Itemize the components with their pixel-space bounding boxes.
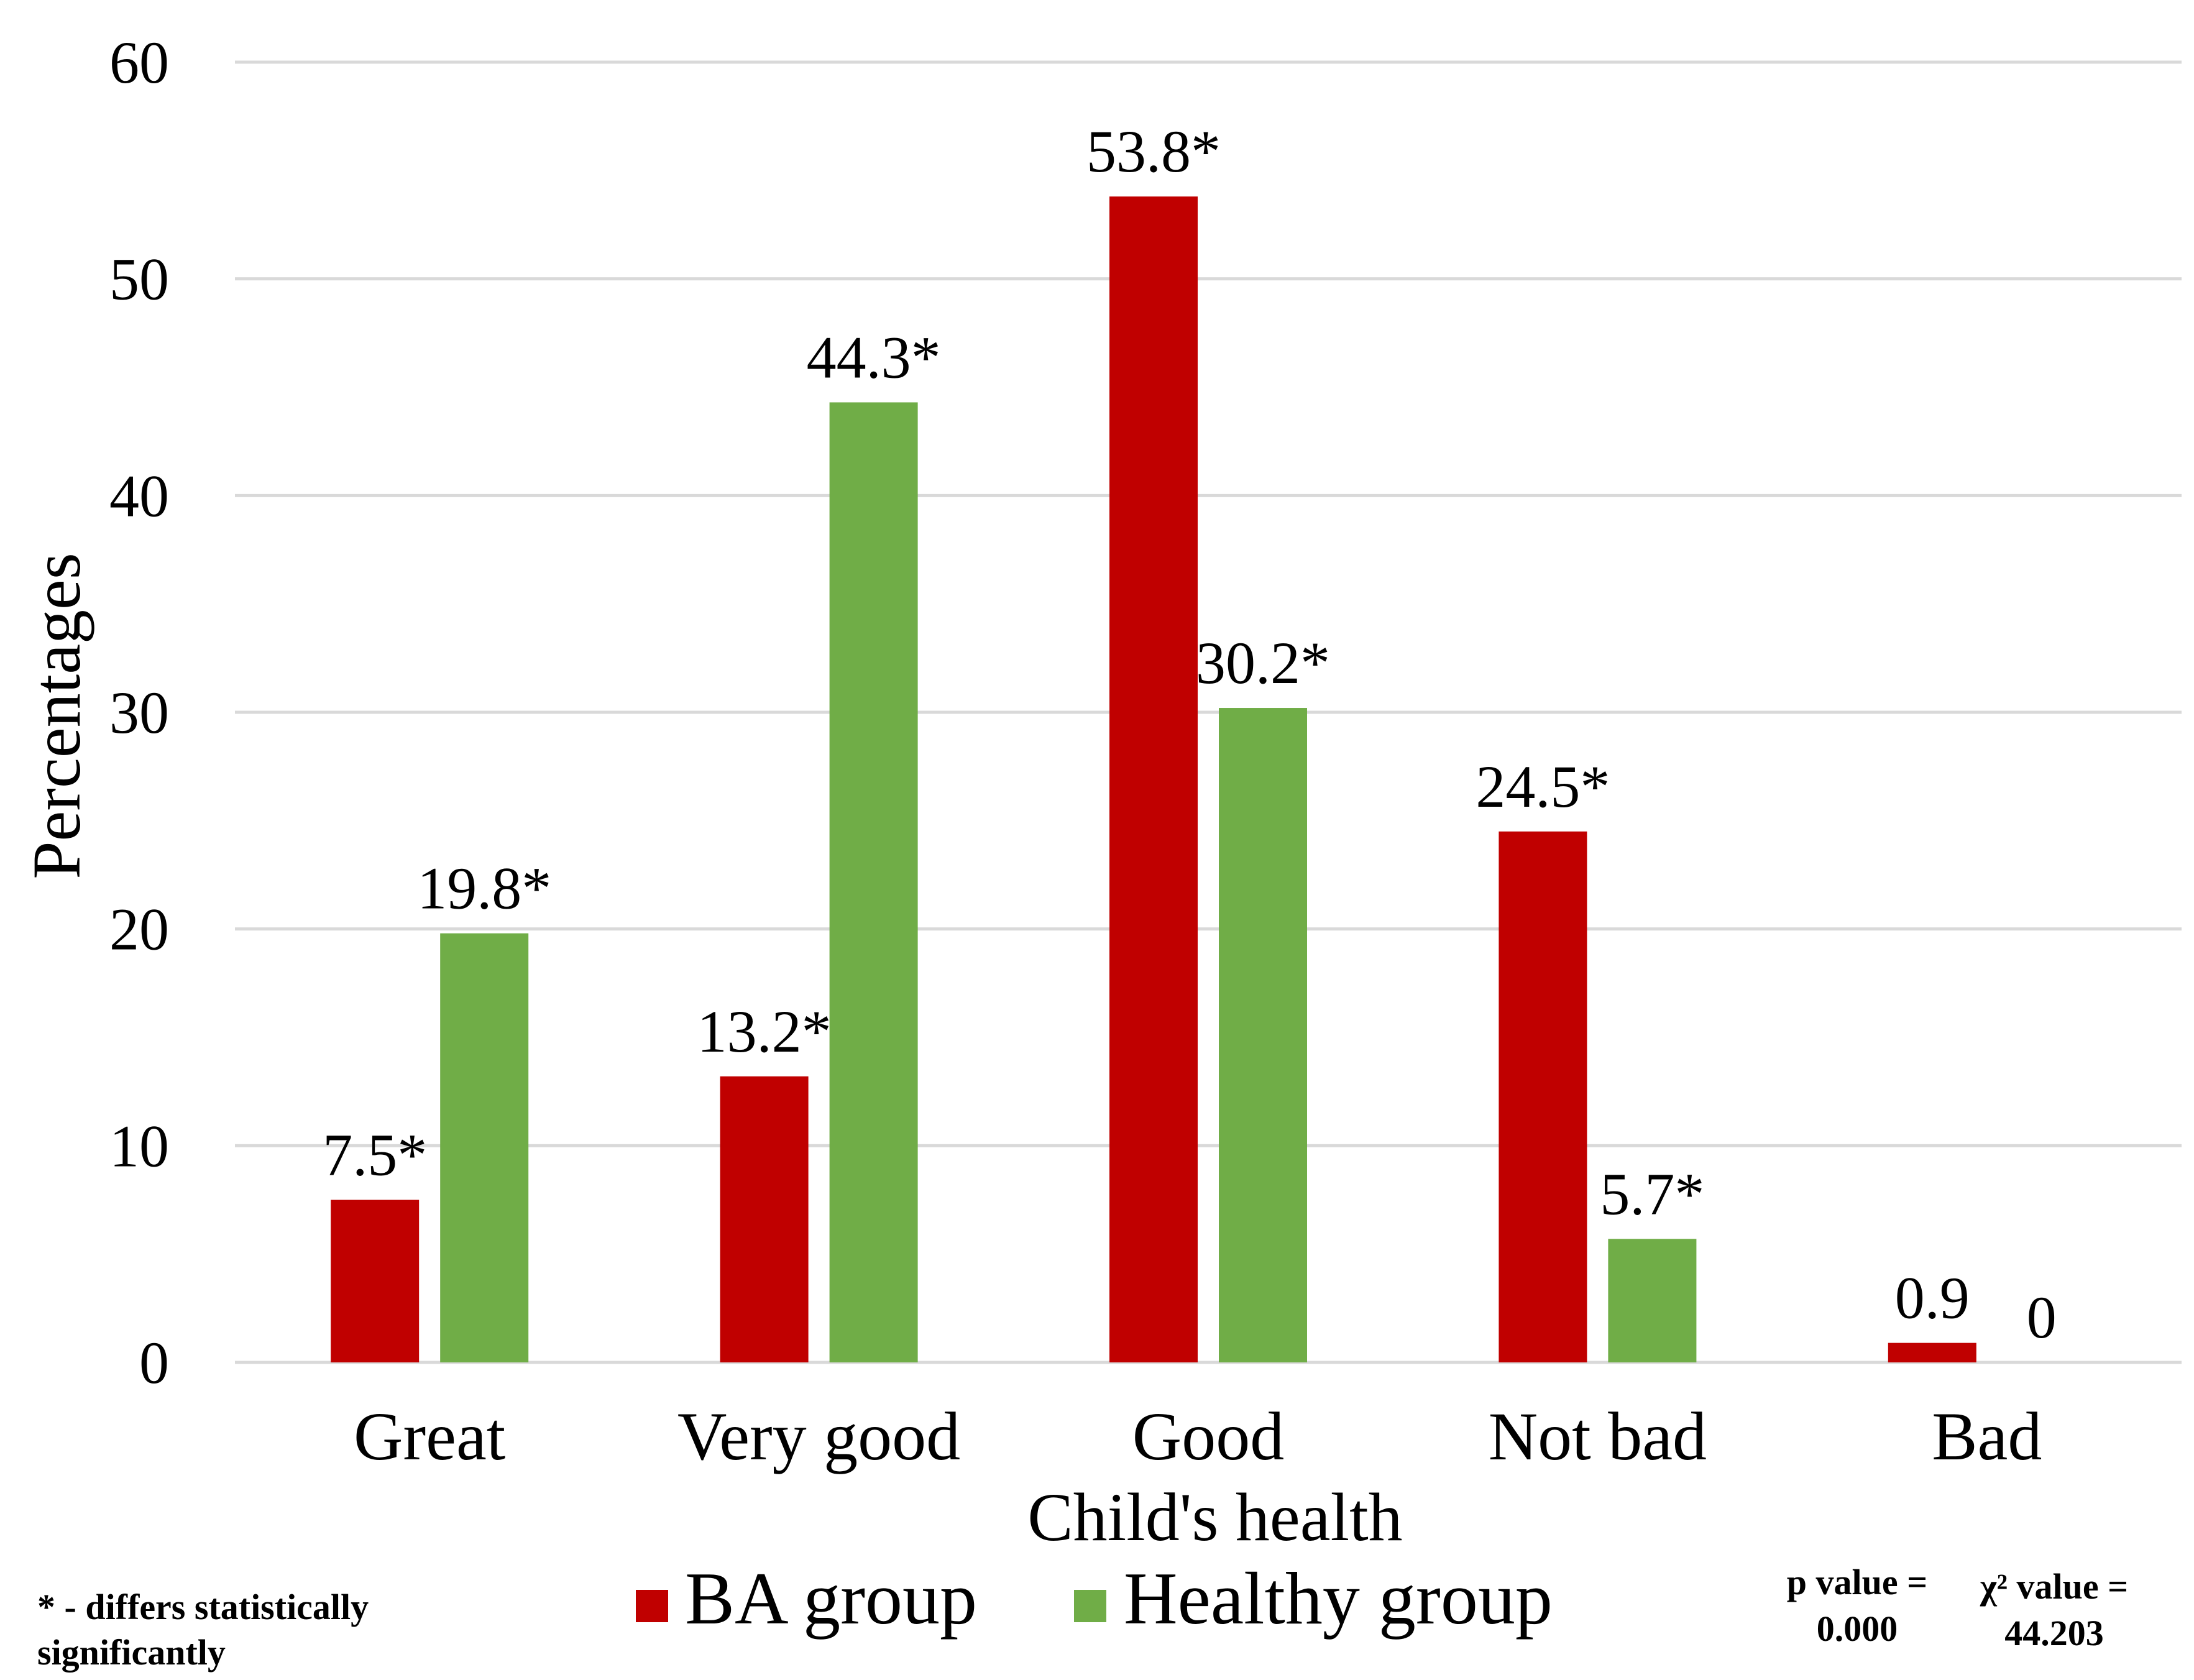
significance-note-line2: significantly: [37, 1632, 226, 1673]
bar-ba-group-great: [331, 1200, 420, 1362]
x-tick-great: Great: [354, 1398, 505, 1474]
legend-swatch-ba-group: [636, 1590, 668, 1622]
x-tick-not-bad: Not bad: [1489, 1398, 1707, 1474]
y-tick-0: 0: [139, 1329, 169, 1396]
y-tick-10: 10: [109, 1113, 169, 1179]
bar-ba-group-bad: [1888, 1343, 1976, 1362]
legend-label-ba-group: BA group: [685, 1557, 977, 1640]
p-value-note: p value = 0.000: [1787, 1562, 1927, 1649]
data-label-ba-group-bad: 0.9: [1895, 1265, 1970, 1331]
data-label-ba-group-great: 7.5*: [323, 1122, 427, 1188]
y-tick-60: 60: [109, 29, 169, 96]
significance-note-line1: * - differs statistically: [37, 1587, 369, 1627]
bars: [331, 196, 1976, 1362]
data-labels: 7.5* 19.8* 13.2* 44.3* 53.8* 30.2* 24.5* 5.7* 0.…: [323, 118, 2057, 1351]
y-tick-50: 50: [109, 246, 169, 313]
y-tick-40: 40: [109, 462, 169, 529]
data-label-healthy-group-bad: 0: [2027, 1284, 2057, 1351]
data-label-healthy-group-not-bad: 5.7*: [1600, 1160, 1704, 1227]
gridlines: [235, 60, 2182, 1364]
y-tick-30: 30: [109, 679, 169, 746]
p-value-line2: 0.000: [1817, 1609, 1898, 1649]
bar-healthy-group-very-good: [829, 402, 918, 1362]
y-axis-ticks: 0 10 20 30 40 50 60: [109, 29, 169, 1396]
data-label-healthy-group-great: 19.8*: [417, 855, 551, 922]
legend: BA group Healthy group: [636, 1557, 1553, 1640]
data-label-ba-group-very-good: 13.2*: [697, 998, 832, 1065]
chi-square-note: χ² value = 44.203: [1980, 1566, 2128, 1653]
x-tick-very-good: Very good: [677, 1398, 960, 1474]
x-tick-bad: Bad: [1932, 1398, 2042, 1474]
bar-healthy-group-good: [1219, 708, 1307, 1362]
y-tick-20: 20: [109, 896, 169, 963]
bar-ba-group-very-good: [720, 1076, 809, 1362]
bar-healthy-group-not-bad: [1608, 1239, 1697, 1362]
data-label-healthy-group-very-good: 44.3*: [807, 324, 941, 390]
significance-note: * - differs statistically significantly: [37, 1587, 369, 1673]
bar-ba-group-good: [1109, 196, 1198, 1362]
p-value-line1: p value =: [1787, 1562, 1927, 1602]
x-axis-title: Child's health: [1027, 1479, 1402, 1555]
data-label-ba-group-good: 53.8*: [1086, 118, 1221, 185]
y-axis-title: Percentages: [19, 553, 94, 879]
chi-square-line1: χ² value =: [1980, 1566, 2128, 1607]
bar-ba-group-not-bad: [1499, 831, 1587, 1362]
data-label-ba-group-not-bad: 24.5*: [1476, 753, 1610, 820]
x-tick-good: Good: [1132, 1398, 1284, 1474]
chi-square-line2: 44.203: [2004, 1613, 2104, 1653]
legend-label-healthy-group: Healthy group: [1124, 1557, 1553, 1640]
x-axis-categories: Great Very good Good Not bad Bad: [354, 1398, 2042, 1474]
data-label-healthy-group-good: 30.2*: [1196, 630, 1330, 696]
legend-swatch-healthy-group: [1074, 1590, 1106, 1622]
bar-healthy-group-great: [440, 933, 529, 1362]
